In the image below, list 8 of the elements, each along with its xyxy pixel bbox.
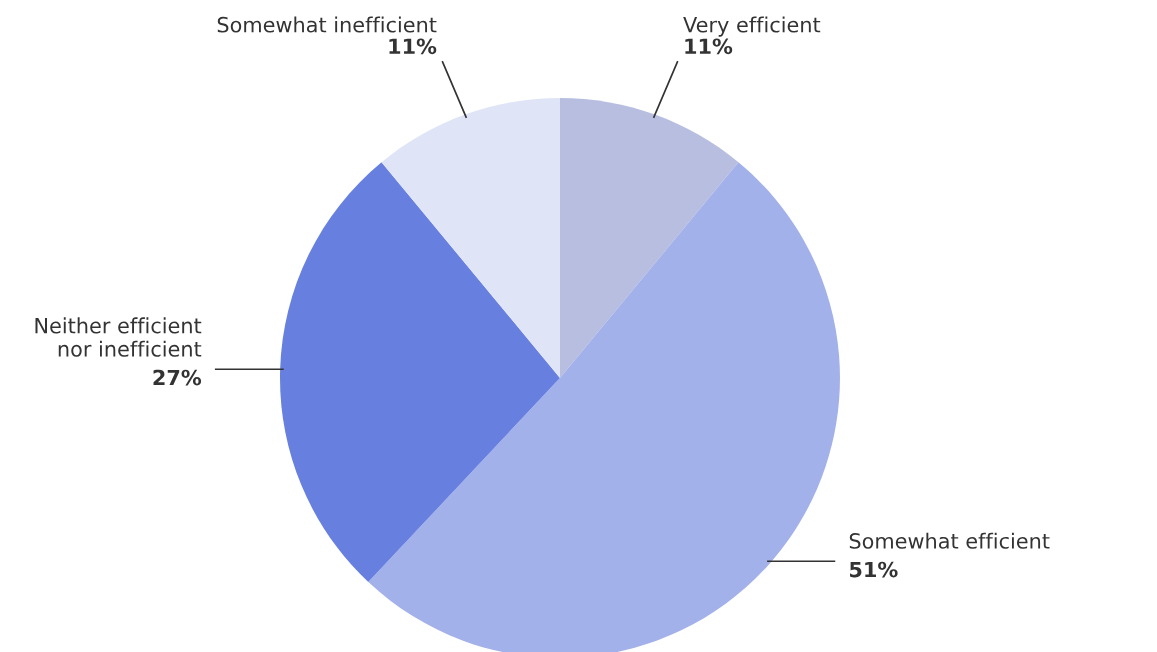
slice-label: Very efficient bbox=[683, 16, 821, 37]
data-label: 11% bbox=[685, 38, 733, 55]
data-label: 51% bbox=[850, 561, 898, 578]
slice-label: Somewhat efficient bbox=[849, 532, 1050, 549]
data-label: 27% bbox=[153, 369, 202, 386]
slice-label: Somewhat inefficient bbox=[217, 16, 437, 33]
data-label: 11% bbox=[389, 38, 437, 55]
slice-label: Neither efficient nor inefficient bbox=[35, 317, 202, 357]
